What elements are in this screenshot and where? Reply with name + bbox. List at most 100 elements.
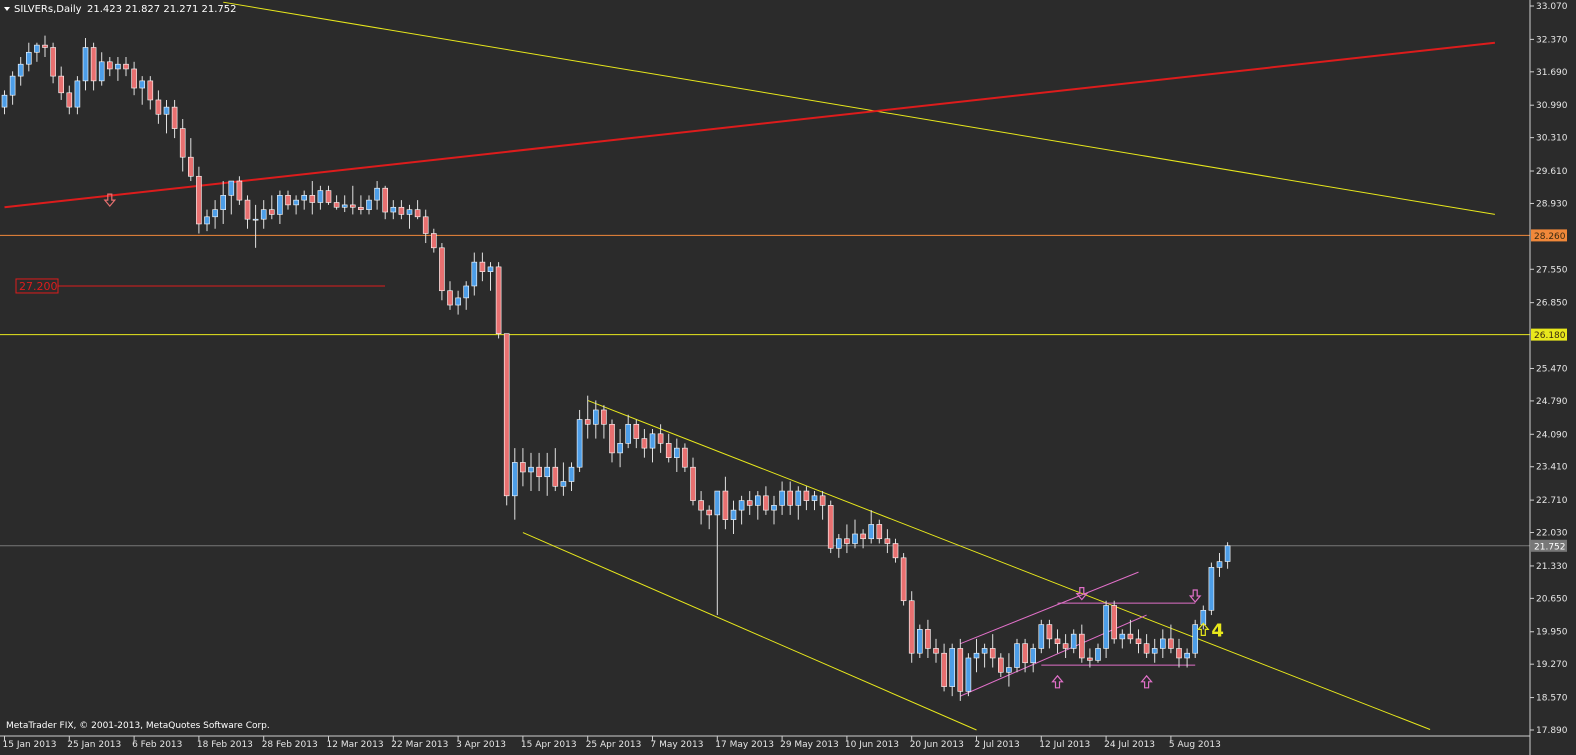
- candle-133: [1079, 624, 1085, 663]
- candle-body-121: [981, 648, 988, 654]
- candle-body-18: [147, 80, 154, 101]
- chart-header: SILVERs,Daily 21.423 21.827 21.271 21.75…: [4, 4, 237, 15]
- y-tick-label-8: 27.550: [1536, 265, 1568, 275]
- candle-90: [730, 500, 737, 534]
- trend-line-long-uptrend: [4, 41, 1496, 209]
- candle-28: [228, 180, 235, 215]
- candle-body-29: [236, 180, 243, 201]
- candle-body-69: [560, 481, 567, 487]
- candle-body-58: [471, 261, 478, 287]
- candle-body-109: [884, 538, 891, 544]
- x-tick-label-3: 18 Feb 2013: [197, 740, 253, 750]
- candle-39: [317, 185, 324, 210]
- candle-body-17: [139, 80, 145, 89]
- candle-89: [722, 476, 729, 530]
- candle-41: [333, 195, 340, 210]
- candle-body-37: [301, 195, 308, 201]
- candle-body-141: [1143, 643, 1150, 654]
- price-tag-label-2: 21.752: [1534, 542, 1566, 552]
- candle-45: [366, 195, 372, 215]
- candle-body-85: [690, 466, 696, 501]
- candle-129: [1046, 619, 1053, 649]
- candle-101: [819, 491, 826, 520]
- candle-20: [163, 99, 170, 134]
- candle-122: [989, 634, 996, 668]
- candle-83: [673, 438, 680, 472]
- candle-body-63: [511, 462, 518, 497]
- trend-line-channel-top: [587, 399, 1431, 730]
- x-tick-label-17: 24 Jul 2013: [1104, 740, 1155, 750]
- candle-body-114: [925, 629, 931, 649]
- candle-body-82: [665, 443, 672, 458]
- candle-body-122: [989, 648, 996, 659]
- candle-body-7: [58, 75, 65, 94]
- candle-130: [1054, 629, 1061, 654]
- candle-body-89: [722, 490, 729, 520]
- candle-15: [123, 57, 129, 77]
- candle-body-105: [852, 533, 858, 544]
- candle-120: [973, 638, 980, 673]
- candle-body-45: [366, 199, 372, 210]
- candle-59: [479, 252, 486, 282]
- candle-38: [309, 181, 316, 215]
- candle-32: [260, 200, 267, 229]
- candle-125: [1014, 638, 1020, 673]
- candle-42: [341, 195, 348, 213]
- candle-92: [746, 491, 753, 515]
- candle-body-32: [260, 209, 267, 220]
- candle-body-118: [957, 648, 964, 692]
- candle-body-2: [17, 63, 24, 77]
- candle-body-98: [795, 490, 802, 506]
- candle-body-101: [819, 495, 826, 506]
- candle-body-125: [1014, 643, 1020, 668]
- candle-95: [771, 495, 777, 525]
- candle-103: [835, 533, 842, 558]
- candle-113: [916, 624, 923, 658]
- candle-111: [900, 553, 907, 606]
- x-tick-label-14: 20 Jun 2013: [910, 740, 964, 750]
- candle-22: [179, 119, 186, 172]
- candle-body-3: [25, 51, 32, 65]
- candle-23: [188, 138, 194, 182]
- candle-body-99: [803, 490, 810, 501]
- candle-body-81: [657, 433, 664, 444]
- candle-24: [196, 166, 202, 234]
- candle-body-144: [1168, 638, 1174, 649]
- candle-12: [98, 52, 105, 86]
- candle-145: [1176, 638, 1182, 668]
- candle-body-57: [463, 285, 470, 299]
- y-tick-label-23: 17.890: [1536, 726, 1568, 736]
- candle-128: [1038, 619, 1045, 654]
- candle-115: [933, 638, 939, 663]
- candle-8: [66, 85, 73, 115]
- candle-body-67: [544, 466, 551, 478]
- candle-body-96: [779, 490, 785, 506]
- candle-150: [1216, 553, 1223, 577]
- ohlc-readout: 21.423 21.827 21.271 21.752: [87, 4, 237, 15]
- candle-6: [50, 42, 56, 84]
- candle-51: [414, 200, 421, 220]
- candle-88: [714, 490, 721, 616]
- candle-75: [609, 419, 615, 463]
- level-marker-label: 27.200: [19, 280, 58, 293]
- candle-121: [981, 643, 988, 668]
- y-tick-label-2: 31.690: [1536, 68, 1568, 78]
- candle-147: [1192, 619, 1198, 658]
- candle-body-33: [268, 209, 275, 215]
- candle-body-70: [568, 466, 575, 482]
- header-dropdown-icon[interactable]: [4, 7, 10, 11]
- candle-135: [1095, 643, 1101, 663]
- x-tick-label-12: 29 May 2013: [780, 740, 839, 750]
- candle-body-94: [763, 495, 769, 511]
- candle-body-123: [997, 657, 1004, 673]
- candle-body-66: [536, 466, 542, 478]
- candle-62: [503, 333, 510, 506]
- candle-104: [844, 524, 850, 554]
- x-tick-label-1: 25 Jan 2013: [67, 740, 121, 750]
- x-tick-label-5: 12 Mar 2013: [327, 740, 384, 750]
- candle-body-27: [220, 195, 226, 210]
- candle-body-127: [1030, 648, 1036, 664]
- candle-65: [528, 452, 534, 492]
